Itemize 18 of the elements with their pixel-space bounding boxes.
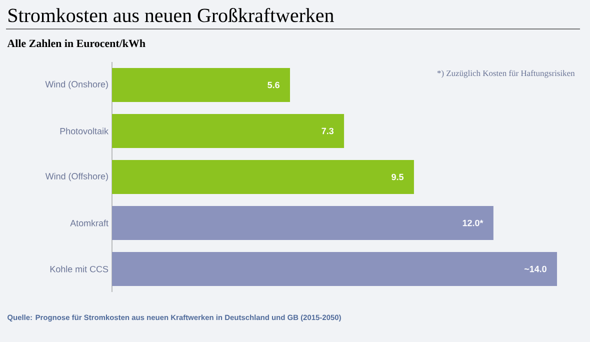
bar [112, 114, 344, 148]
y-tick-label: Wind (Offshore) [45, 172, 108, 182]
chart-subtitle: Alle Zahlen in Eurocent/kWh [7, 39, 146, 48]
data-label: ~14.0 [524, 266, 546, 272]
y-tick-label: Wind (Onshore) [45, 80, 108, 90]
bar [112, 206, 494, 240]
data-label: 5.6 [268, 82, 280, 88]
bar [112, 68, 290, 102]
y-tick-label: Kohle mit CCS [50, 266, 108, 272]
data-label: 7.3 [322, 128, 334, 134]
chart-title: Stromkosten aus neuen Großkraftwerken [8, 8, 334, 22]
data-label: 12.0* [462, 220, 484, 226]
y-tick-label: Photovoltaik [60, 128, 108, 134]
bar [112, 160, 414, 194]
bar [112, 252, 558, 286]
annotation: *) Zuzüglich Kosten für Haftungsrisiken [437, 70, 575, 78]
y-tick-label: Atomkraft [70, 220, 108, 226]
data-label: 9.5 [392, 174, 404, 180]
